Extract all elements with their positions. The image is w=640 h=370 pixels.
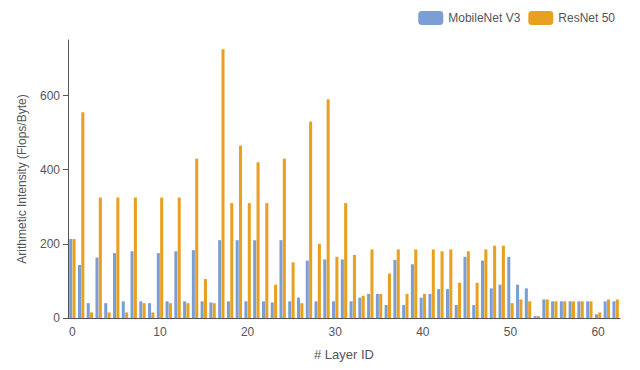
- svg-text:60: 60: [591, 325, 605, 339]
- svg-text:50: 50: [504, 325, 518, 339]
- svg-text:ResNet 50: ResNet 50: [558, 11, 615, 25]
- svg-text:600: 600: [40, 89, 60, 103]
- svg-text:Arithmetic Intensity (Flops/By: Arithmetic Intensity (Flops/Byte): [15, 94, 29, 263]
- svg-text:200: 200: [40, 237, 60, 251]
- svg-text:0: 0: [69, 325, 76, 339]
- svg-text:30: 30: [329, 325, 343, 339]
- svg-text:10: 10: [153, 325, 167, 339]
- svg-text:MobileNet V3: MobileNet V3: [448, 11, 520, 25]
- svg-text:400: 400: [40, 163, 60, 177]
- svg-text:40: 40: [416, 325, 430, 339]
- svg-text:0: 0: [53, 311, 60, 325]
- svg-text:20: 20: [241, 325, 255, 339]
- svg-text:# Layer ID: # Layer ID: [314, 347, 374, 362]
